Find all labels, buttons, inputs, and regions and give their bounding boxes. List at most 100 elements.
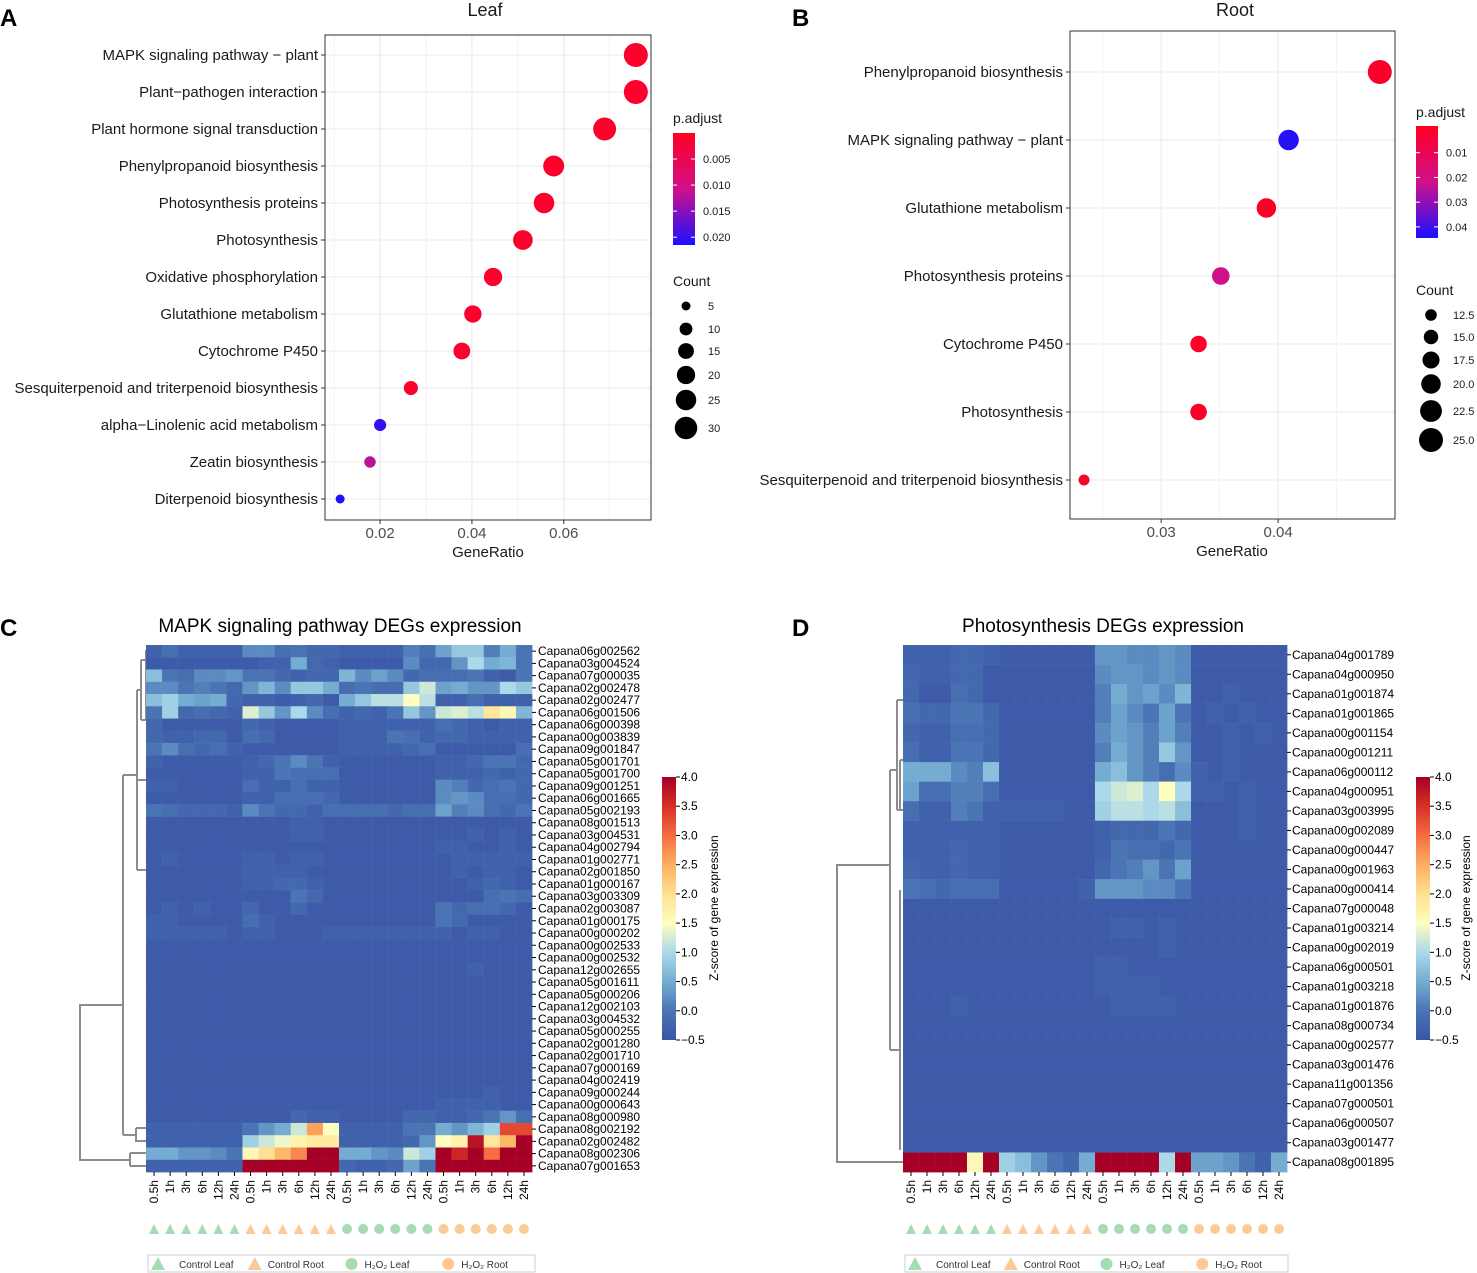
heatmap-cell bbox=[998, 761, 1016, 783]
heatmap-cell bbox=[242, 951, 260, 965]
group-marker-circle bbox=[454, 1224, 465, 1234]
heatmap-cell bbox=[1110, 1035, 1128, 1056]
heatmap-cell bbox=[161, 975, 179, 989]
heatmap-cell bbox=[451, 644, 469, 658]
heatmap-cell bbox=[1094, 859, 1112, 880]
heatmap-cell bbox=[338, 730, 356, 744]
data-point bbox=[1078, 474, 1090, 486]
gene-label: Capana07g000048 bbox=[1292, 902, 1394, 916]
heatmap-cell bbox=[1062, 1054, 1080, 1076]
heatmap-cell bbox=[274, 1073, 292, 1087]
heatmap-cell bbox=[354, 791, 372, 805]
heatmap-cell bbox=[242, 1122, 260, 1136]
heatmap-cell bbox=[499, 742, 517, 756]
heatmap-cell bbox=[274, 877, 292, 891]
heatmap-cell bbox=[1126, 996, 1144, 1017]
heatmap-cell bbox=[1222, 918, 1240, 939]
heatmap-cell bbox=[177, 853, 195, 867]
heatmap-cell bbox=[902, 1132, 920, 1154]
category-label: Oxidative phosphorylation bbox=[145, 269, 318, 286]
heatmap-cell bbox=[194, 1085, 211, 1100]
heatmap-cell bbox=[998, 878, 1016, 900]
group-marker-triangle bbox=[213, 1224, 224, 1234]
heatmap-cell bbox=[1014, 800, 1032, 822]
heatmap-cell bbox=[370, 742, 388, 756]
heatmap-cell bbox=[1046, 644, 1064, 666]
heatmap-cell bbox=[1142, 1054, 1160, 1076]
heatmap-cell bbox=[161, 706, 179, 720]
heatmap-cell bbox=[1158, 1074, 1176, 1095]
group-marker-circle bbox=[1130, 1224, 1140, 1234]
heatmap-cell bbox=[1222, 664, 1240, 685]
heatmap-cell bbox=[322, 951, 340, 965]
heatmap-cell bbox=[1206, 1093, 1224, 1115]
heatmap-cell bbox=[934, 703, 952, 724]
colorbar-tick-label: 3.0 bbox=[1435, 828, 1452, 842]
x-tick-label: 0.06 bbox=[549, 525, 578, 542]
heatmap-cell bbox=[274, 791, 292, 805]
heatmap-cell bbox=[322, 853, 340, 867]
heatmap-cell bbox=[902, 1035, 920, 1056]
heatmap-cell bbox=[1206, 820, 1224, 841]
heatmap-cell bbox=[419, 926, 437, 940]
heatmap-cell bbox=[194, 951, 211, 965]
category-label: Glutathione metabolism bbox=[905, 200, 1063, 217]
heatmap-cell bbox=[918, 898, 936, 919]
heatmap-cell bbox=[354, 865, 372, 879]
heatmap-cell bbox=[483, 938, 501, 953]
heatmap-cell bbox=[258, 1036, 276, 1051]
heatmap-cell bbox=[387, 963, 404, 977]
gene-label: Capana08g001513 bbox=[538, 816, 640, 830]
heatmap-cell bbox=[419, 877, 437, 891]
heatmap-cell bbox=[998, 957, 1016, 978]
heatmap-cell bbox=[210, 1000, 228, 1014]
heatmap-cell bbox=[1238, 839, 1256, 861]
heatmap-cell bbox=[194, 718, 211, 732]
heatmap-cell bbox=[1206, 800, 1224, 822]
heatmap-cell bbox=[1190, 722, 1208, 744]
heatmap-cell bbox=[467, 853, 485, 867]
heatmap-cell bbox=[161, 1061, 179, 1075]
column-label: 1h bbox=[1016, 1180, 1030, 1193]
heatmap-cell bbox=[467, 1024, 485, 1038]
heatmap-cell bbox=[950, 878, 968, 900]
heatmap-cell bbox=[403, 657, 421, 671]
heatmap-cell bbox=[177, 1036, 195, 1051]
heatmap-cell bbox=[145, 865, 163, 879]
heatmap-cell bbox=[403, 1024, 421, 1038]
heatmap-cell bbox=[918, 918, 936, 939]
heatmap-cell bbox=[1142, 1152, 1160, 1173]
heatmap-cell bbox=[451, 938, 469, 953]
column-label: 6h bbox=[1144, 1180, 1158, 1193]
heatmap-cell bbox=[1062, 957, 1080, 978]
heatmap-cell bbox=[515, 1024, 533, 1038]
plot-panel bbox=[1070, 31, 1395, 519]
heatmap-cell bbox=[145, 840, 163, 854]
heatmap-cell bbox=[515, 644, 533, 658]
heatmap-cell bbox=[194, 963, 211, 977]
gene-label: Capana00g002089 bbox=[1292, 823, 1394, 837]
column-label: 0.5h bbox=[437, 1180, 451, 1203]
heatmap-cell bbox=[1062, 937, 1080, 958]
heatmap-cell bbox=[1206, 918, 1224, 939]
heatmap-cell bbox=[515, 755, 533, 769]
gene-label: Capana00g001211 bbox=[1292, 745, 1394, 759]
heatmap-cell bbox=[1238, 957, 1256, 978]
heatmap-cell bbox=[451, 1024, 469, 1038]
heatmap-cell bbox=[274, 1036, 292, 1051]
heatmap-cell bbox=[354, 755, 372, 769]
heatmap-cell bbox=[419, 767, 437, 781]
heatmap-cell bbox=[1206, 1132, 1224, 1154]
heatmap-cell bbox=[274, 693, 292, 707]
heatmap-cell bbox=[1142, 1035, 1160, 1056]
heatmap-cell bbox=[966, 976, 984, 997]
heatmap-cell bbox=[483, 730, 501, 744]
heatmap-cell bbox=[998, 976, 1016, 997]
heatmap-cell bbox=[290, 644, 308, 658]
heatmap-cell bbox=[306, 755, 324, 769]
heatmap-cell bbox=[1126, 839, 1144, 861]
gene-label: Capana08g002192 bbox=[538, 1122, 640, 1136]
heatmap-cell bbox=[515, 865, 533, 879]
heatmap-cell bbox=[194, 1159, 211, 1173]
heatmap-cell bbox=[1014, 683, 1032, 705]
